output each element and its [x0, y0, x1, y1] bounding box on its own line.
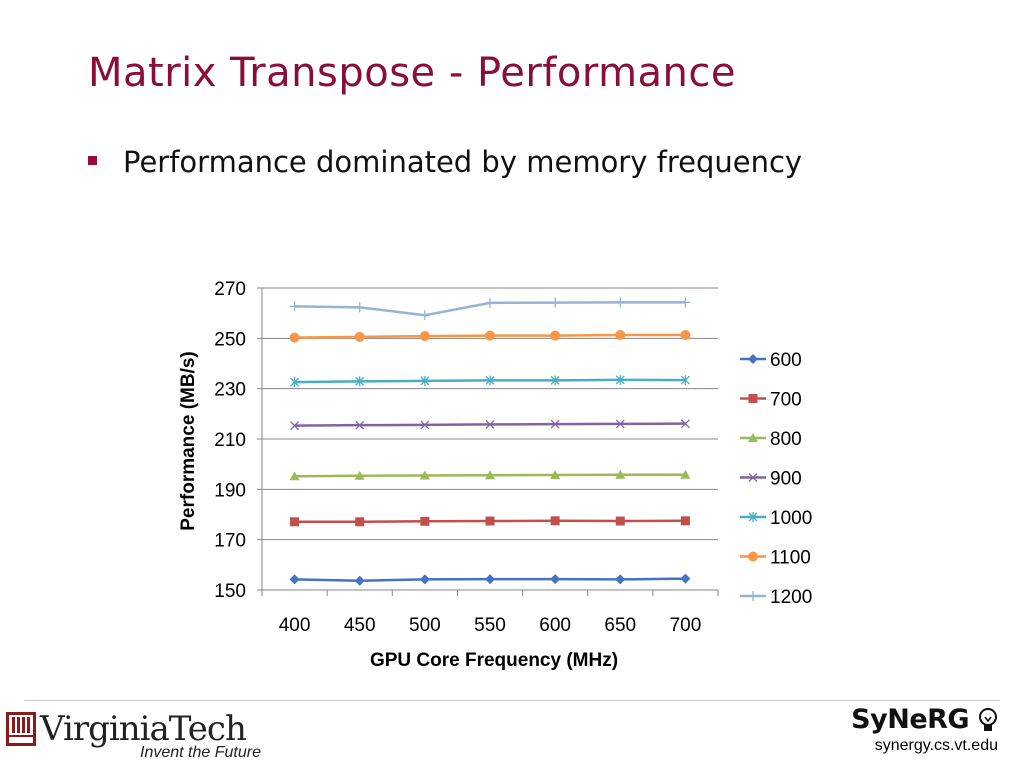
virginia-tech-logo: VirginiaTech Invent the Future: [6, 712, 261, 762]
legend-marker-800: [748, 433, 758, 442]
y-tick-label: 210: [214, 430, 246, 451]
vt-wordmark: VirginiaTech: [40, 709, 247, 749]
y-tick-label: 230: [214, 380, 246, 401]
x-axis-title: GPU Core Frequency (MHz): [370, 650, 618, 671]
data-point-800: [419, 470, 430, 480]
data-point-1200: [680, 297, 691, 308]
data-point-1200: [354, 302, 365, 313]
data-point-1000: [355, 376, 365, 387]
data-point-700: [290, 517, 300, 527]
data-point-600: [615, 574, 626, 585]
data-point-800: [289, 471, 300, 481]
data-point-1200: [419, 310, 430, 321]
synergy-logo: SyNeRG: [851, 704, 998, 735]
legend-label-900: 900: [770, 469, 802, 490]
vt-tagline: Invent the Future: [140, 744, 261, 761]
y-tick-label: 150: [214, 581, 246, 602]
data-point-1100: [419, 331, 430, 342]
data-point-900: [355, 420, 365, 430]
performance-chart: 150 170 190 210 230 250 270 400 450 500 550 600 650 7…: [178, 279, 812, 671]
legend-label-1000: 1000: [770, 508, 812, 529]
data-point-1000: [485, 375, 495, 386]
data-point-900: [615, 419, 625, 429]
data-point-600: [289, 574, 300, 585]
data-point-600: [680, 573, 691, 584]
data-point-1100: [354, 331, 365, 342]
data-point-700: [680, 516, 690, 526]
synergy-url: synergy.cs.vt.edu: [874, 737, 998, 754]
synergy-logo-block: SyNeRG synergy.cs.vt.edu: [851, 704, 998, 755]
legend-label-1100: 1100: [770, 548, 811, 569]
data-point-1000: [615, 374, 625, 385]
data-point-900: [485, 419, 495, 429]
data-point-700: [550, 516, 560, 526]
x-tick-label: 650: [604, 615, 636, 636]
data-point-1000: [550, 375, 560, 386]
legend-marker-1100: [748, 551, 758, 562]
x-tick-label: 550: [474, 615, 506, 636]
data-point-1100: [615, 330, 626, 341]
legend-marker-1200: [748, 591, 758, 601]
synergy-wordmark: SyNeRG: [851, 704, 970, 735]
legend-marker-600: [748, 354, 758, 364]
data-point-1100: [289, 332, 300, 343]
data-point-600: [485, 574, 495, 585]
x-tick-label: 600: [539, 615, 571, 636]
data-point-700: [420, 516, 430, 526]
data-point-1200: [615, 297, 626, 308]
bullet-text: Performance dominated by memory frequenc…: [123, 145, 803, 179]
data-point-900: [550, 419, 560, 429]
data-point-800: [615, 469, 626, 479]
legend-marker-700: [748, 394, 758, 403]
legend-label-600: 600: [770, 350, 802, 371]
data-point-800: [354, 470, 365, 480]
data-point-700: [355, 517, 365, 527]
data-point-600: [550, 574, 561, 585]
data-point-1100: [485, 330, 495, 341]
data-point-1200: [289, 301, 300, 312]
data-point-800: [680, 469, 691, 479]
y-tick-label: 170: [214, 531, 246, 552]
data-point-900: [290, 421, 300, 431]
data-point-800: [485, 470, 495, 480]
y-axis-title: Performance (MB/s): [178, 351, 199, 531]
data-point-1200: [550, 297, 561, 308]
data-point-600: [354, 575, 365, 586]
data-point-1100: [550, 330, 561, 341]
data-point-900: [420, 420, 430, 430]
data-point-1100: [680, 330, 691, 341]
data-point-900: [680, 419, 690, 429]
y-tick-label: 270: [214, 279, 246, 300]
legend-label-1200: 1200: [770, 587, 812, 608]
slide-title: Matrix Transpose - Performance: [88, 50, 737, 96]
legend-label-700: 700: [770, 390, 802, 411]
x-tick-label: 700: [670, 615, 702, 636]
x-tick-label: 450: [344, 615, 376, 636]
data-point-1000: [680, 375, 690, 386]
footer-divider: [24, 700, 1000, 701]
data-point-1200: [485, 297, 495, 308]
y-tick-label: 190: [214, 480, 246, 501]
lightbulb-icon: [979, 707, 997, 731]
x-tick-label: 500: [409, 615, 441, 636]
bullet-square-icon: [88, 155, 97, 165]
y-tick-label: 250: [214, 329, 246, 350]
legend-marker-1000: [748, 512, 758, 522]
data-point-700: [615, 516, 625, 526]
vt-seal-icon: [6, 712, 36, 746]
bullet-item: Performance dominated by memory frequenc…: [88, 145, 802, 179]
data-point-1000: [290, 377, 300, 388]
x-tick-label: 400: [279, 615, 311, 636]
data-point-700: [485, 516, 495, 526]
legend-label-800: 800: [770, 429, 802, 450]
data-point-600: [419, 574, 430, 585]
data-point-1000: [420, 375, 430, 386]
data-point-800: [550, 469, 561, 479]
legend-marker-900: [748, 473, 758, 482]
